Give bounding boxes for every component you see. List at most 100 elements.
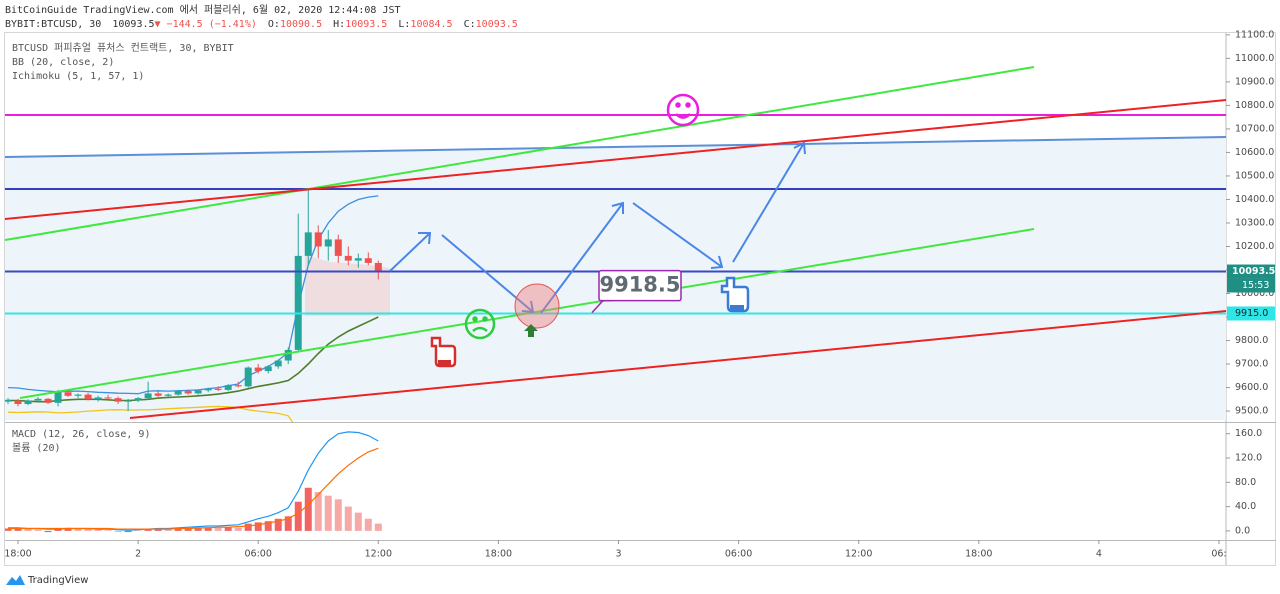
macd-histogram-bar [374, 523, 382, 531]
hand-icon-red [430, 336, 457, 368]
up-arrow-icon [524, 324, 538, 337]
macd-histogram-bar [64, 527, 72, 531]
macd-histogram-bar [104, 530, 112, 531]
candle-body [234, 385, 242, 387]
y-tick-label: 80.0 [1235, 477, 1256, 488]
axes: 9500.09600.09700.09800.09900.010000.0101… [4, 29, 1275, 559]
macd-histogram-bar [244, 523, 252, 531]
y-tick-label: 11100.0 [1235, 29, 1274, 40]
ohlc-label: L: [398, 19, 410, 30]
macd-histogram-bar [304, 487, 312, 531]
macd-histogram-bar [274, 518, 282, 531]
y-tick-label: 9800.0 [1235, 335, 1268, 346]
macd-histogram-bar [134, 530, 142, 531]
frown-icon [464, 308, 496, 340]
candle-body [224, 385, 232, 390]
y-tick-label: 160.0 [1235, 428, 1262, 439]
candle-body [5, 399, 12, 402]
pane-legend: 볼륨 (20) [12, 442, 61, 454]
trend-line [5, 66, 1035, 241]
candle-body [14, 400, 22, 405]
macd-line [8, 431, 379, 531]
signal-line [8, 447, 379, 530]
ohlc-label: H: [333, 19, 345, 30]
callout-box [598, 269, 682, 302]
macd-histogram-bar [344, 506, 352, 531]
trend-line [5, 99, 1226, 220]
macd-histogram-bar [264, 521, 272, 531]
macd-histogram-bar [5, 528, 12, 531]
y-tick-label: 11000.0 [1235, 53, 1274, 64]
pane-legend: BTCUSD 퍼피츄얼 퓨처스 컨트랙트, 30, BYBIT [12, 42, 234, 54]
countdown-box [1227, 278, 1275, 293]
y-tick-label: 10600.0 [1235, 147, 1274, 158]
arrow [732, 141, 806, 263]
x-tick-label: 18:00 [965, 549, 992, 560]
candle-body [84, 394, 92, 400]
candle-body [194, 390, 202, 394]
macd-histogram-bar [294, 501, 302, 531]
macd-pane [5, 431, 382, 533]
macd-histogram-bar [94, 529, 102, 531]
y-tick-label: 10800.0 [1235, 100, 1274, 111]
candle-body [144, 393, 152, 399]
x-tick-label: 12:00 [845, 549, 872, 560]
y-tick-label: 10000.0 [1235, 288, 1274, 299]
level-box [1227, 306, 1275, 321]
macd-histogram-bar [194, 527, 202, 531]
candle-body [54, 392, 62, 403]
macd-histogram-bar [354, 512, 362, 531]
pane-legend: MACD (12, 26, close, 9) [12, 429, 150, 440]
x-tick-label: 12:00 [365, 549, 392, 560]
candle-body [34, 398, 42, 401]
ohlc-label: O: [268, 19, 280, 30]
arrow [632, 202, 724, 269]
y-tick-label: 10400.0 [1235, 194, 1274, 205]
macd-histogram-bar [24, 529, 32, 531]
hand-icon-blue [720, 276, 750, 313]
macd-histogram-bar [54, 529, 62, 531]
candle-body [284, 349, 292, 361]
candle-body [214, 388, 222, 390]
candle-body [374, 262, 382, 272]
callout-label: 9918.5 [599, 273, 680, 297]
bb-lower [7, 405, 294, 422]
candle-body [324, 239, 332, 247]
candle-body [174, 391, 182, 395]
y-tick-label: 10900.0 [1235, 76, 1274, 87]
macd-histogram-bar [164, 529, 172, 531]
candle-body [164, 394, 172, 396]
macd-histogram-bar [144, 529, 152, 531]
forecast-arrows [389, 141, 806, 314]
last-price: 10093.5 [112, 19, 154, 30]
candle-body [104, 397, 112, 399]
ohlc-value: 10093.5 [345, 19, 387, 30]
candle-body [74, 394, 82, 396]
macd-histogram-bar [44, 530, 52, 533]
candle-body [204, 388, 212, 391]
level-label: 9915.0 [1235, 308, 1268, 319]
macd-histogram-bar [314, 492, 322, 531]
candle-body [294, 255, 302, 350]
macd-histogram-bar [204, 527, 212, 531]
candle-body [334, 239, 342, 256]
x-tick-label: 4 [1096, 549, 1102, 560]
candle-body [344, 255, 352, 261]
ohlc-label: C: [464, 19, 476, 30]
y-tick-label: 0.0 [1235, 525, 1250, 536]
candle-body [244, 367, 252, 387]
candle-body [254, 367, 262, 372]
candle-body [154, 393, 162, 396]
y-tick-label: 10700.0 [1235, 123, 1274, 134]
macd-histogram-bar [184, 527, 192, 531]
candle-body [64, 392, 72, 396]
candle-body [364, 258, 372, 263]
candle-body [314, 232, 322, 247]
y-tick-label: 10200.0 [1235, 241, 1274, 252]
candle-body [44, 398, 52, 403]
header-title: BitCoinGuide TradingView.com 에서 퍼블리쉬, 6월… [5, 4, 401, 16]
candle-body [274, 360, 282, 367]
candle-body [184, 391, 192, 394]
